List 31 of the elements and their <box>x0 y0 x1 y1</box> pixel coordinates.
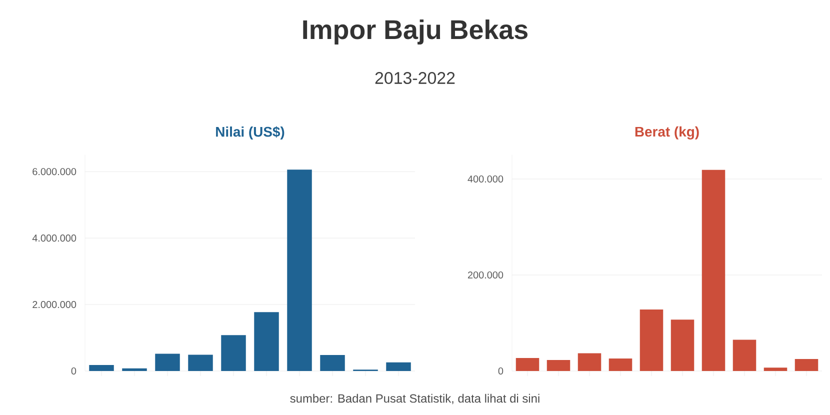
bar <box>320 355 345 371</box>
bar <box>578 353 602 371</box>
y-tick-label: 6.000.000 <box>32 168 76 176</box>
text: 2013-2022 <box>375 72 455 84</box>
bar <box>122 368 147 371</box>
text: Impor Baju Bekas <box>303 19 528 45</box>
y-tick-label: 2.000.000 <box>32 301 76 308</box>
bar <box>221 335 246 371</box>
bar <box>287 170 312 371</box>
chart-title: Nilai (US$) <box>216 126 284 140</box>
y-tick-label: 0 <box>498 367 504 375</box>
bar <box>670 320 694 371</box>
y-tick-label: 0 <box>71 367 76 375</box>
y-tick-label: 4.000.000 <box>32 234 76 242</box>
bar <box>254 312 279 371</box>
bar <box>732 340 756 371</box>
bar <box>516 358 540 371</box>
bar <box>155 354 180 371</box>
bar <box>608 358 632 371</box>
chart-title: Berat (kg) <box>635 126 699 140</box>
bar <box>640 310 664 371</box>
bar <box>89 365 114 371</box>
y-tick-label: 200.000 <box>468 271 504 279</box>
bar <box>386 362 411 371</box>
bar <box>546 360 570 371</box>
text: sumber: Badan Pusat Statistik, data lihat di sini <box>290 394 540 404</box>
bar <box>764 368 788 371</box>
y-tick-label: 400.000 <box>468 175 504 183</box>
bar <box>188 354 213 371</box>
bar <box>702 170 726 371</box>
bar <box>794 359 818 371</box>
